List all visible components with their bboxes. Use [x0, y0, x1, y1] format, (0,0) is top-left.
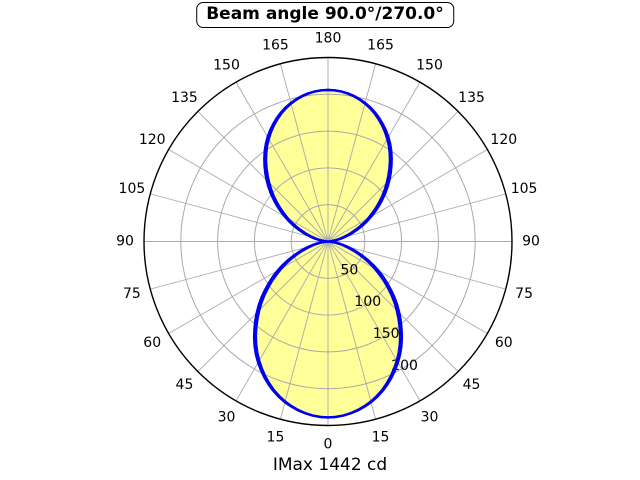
- angle-tick-label: 165: [367, 37, 394, 53]
- grid-spoke: [327, 241, 377, 420]
- intensity-curve-narrow: [254, 88, 402, 419]
- grid-spoke: [197, 111, 329, 242]
- grid-spoke: [327, 241, 421, 402]
- angle-tick-label: 120: [139, 132, 166, 148]
- grid-spoke: [327, 241, 459, 372]
- grid-spoke: [327, 241, 488, 334]
- chart-title: Beam angle 90.0°/270.0°: [206, 4, 444, 24]
- angle-tick-label: 15: [372, 430, 390, 446]
- outer-ring: [143, 56, 513, 427]
- angle-tick-label: 90: [522, 234, 540, 250]
- angle-tick-label: 120: [490, 132, 517, 148]
- chart-title-box: Beam angle 90.0°/270.0°: [196, 2, 454, 28]
- angle-tick-label: 30: [218, 409, 236, 425]
- radial-tick-label: 50: [340, 262, 358, 278]
- angle-tick-label: 0: [324, 437, 333, 453]
- grid-spoke: [150, 193, 329, 242]
- angle-tick-label: 15: [267, 430, 285, 446]
- angle-tick-label: 105: [119, 181, 146, 197]
- angle-tick-label: 135: [171, 90, 198, 106]
- grid-spoke: [327, 149, 488, 242]
- angle-tick-label: 150: [213, 58, 240, 74]
- angle-tick-label: 165: [262, 37, 289, 53]
- angle-tick-label: 60: [495, 335, 513, 351]
- grid-spoke: [327, 111, 459, 242]
- radial-tick-label: 100: [354, 294, 381, 310]
- grid-spoke: [327, 241, 506, 290]
- angle-tick-label: 75: [515, 286, 533, 302]
- imax-caption: IMax 1442 cd: [272, 455, 388, 475]
- angle-tick-label: 45: [463, 377, 481, 393]
- grid-spoke: [327, 81, 421, 242]
- grid-spoke: [279, 241, 329, 420]
- angle-tick-label: 135: [458, 90, 485, 106]
- grid-spoke: [235, 241, 329, 402]
- radial-tick-label: 150: [373, 326, 400, 342]
- angle-tick-label: 45: [176, 377, 194, 393]
- angle-tick-label: 105: [511, 181, 538, 197]
- grid-spoke: [197, 241, 329, 372]
- angle-tick-label: 30: [421, 409, 439, 425]
- angle-tick-label: 60: [143, 335, 161, 351]
- angle-tick-label: 180: [315, 31, 342, 47]
- angle-tick-label: 150: [416, 58, 443, 74]
- grid-spoke: [327, 193, 506, 242]
- grid-spoke: [327, 63, 377, 242]
- angle-tick-label: 75: [123, 286, 141, 302]
- grid-spoke: [168, 149, 329, 242]
- grid-spoke: [235, 81, 329, 242]
- grid-spoke: [279, 63, 329, 242]
- grid-spoke: [150, 241, 329, 290]
- angle-tick-label: 90: [116, 234, 134, 250]
- grid-spoke: [168, 241, 329, 334]
